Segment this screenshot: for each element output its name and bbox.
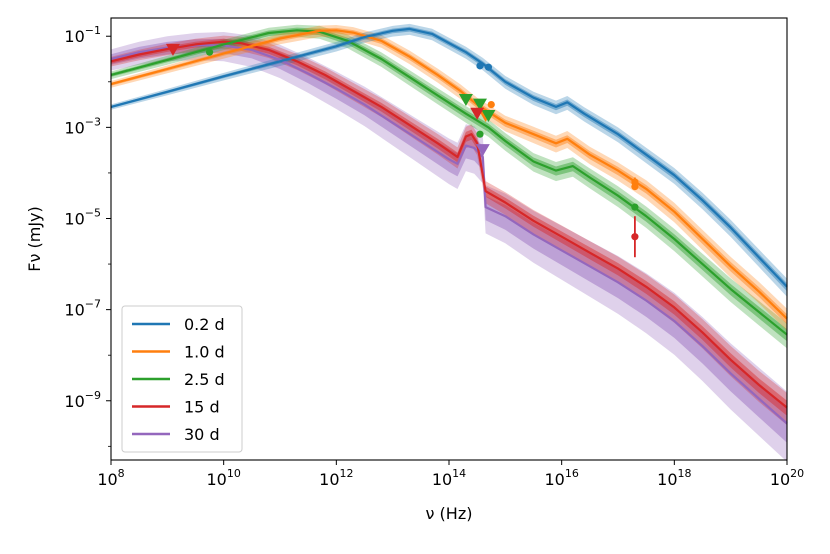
- series-line: [110, 27, 788, 288]
- x-tick-label: 1018: [657, 467, 691, 489]
- data-point: [476, 62, 484, 70]
- upper-limit-marker: [472, 98, 487, 111]
- x-tick-label: 108: [97, 467, 124, 489]
- upper-limit-marker: [165, 43, 180, 56]
- x-axis: 108 1010 1012 1014 1016 1018 1020: [97, 460, 804, 489]
- y-tick-label: 10−7: [64, 298, 101, 320]
- legend-frame: [121, 305, 243, 453]
- data-point: [631, 233, 639, 241]
- outer-band: [111, 25, 787, 331]
- upper-limit-marker: [458, 94, 473, 107]
- legend-label: 2.5 d: [184, 370, 225, 389]
- y-tick-label: 10−3: [64, 115, 101, 137]
- legend-label: 15 d: [184, 398, 220, 417]
- outer-band: [111, 23, 787, 297]
- data-point: [631, 203, 639, 211]
- upper-limit-marker: [481, 109, 496, 122]
- x-tick-label: 1016: [544, 467, 578, 489]
- data-point: [487, 100, 495, 109]
- y-tick-label: 10−9: [64, 389, 101, 411]
- x-tick-label: 1020: [770, 467, 804, 489]
- y-axis-label: Fν (mJy): [25, 206, 44, 271]
- y-tick-label: 10−5: [64, 206, 101, 228]
- data-point: [476, 130, 484, 138]
- markers-layer: [165, 43, 639, 258]
- legend-label: 1.0 d: [184, 343, 225, 362]
- x-axis-label: ν (Hz): [426, 504, 473, 523]
- upper-limit-marker: [475, 144, 490, 157]
- y-axis: 10−1 10−3 10−5 10−7 10−9: [64, 24, 111, 447]
- series-line: [110, 29, 788, 336]
- data-point: [631, 182, 639, 191]
- upper-limit-marker: [470, 107, 485, 120]
- x-tick-label: 1014: [432, 467, 466, 489]
- y-tick-label: 10−1: [64, 24, 101, 46]
- legend-label: 0.2 d: [184, 315, 225, 334]
- data-point: [484, 63, 493, 71]
- x-tick-label: 1010: [206, 467, 240, 489]
- legend: 0.2 d 1.0 d 2.5 d 15 d 30 d: [121, 305, 243, 453]
- data-point: [205, 48, 214, 56]
- legend-label: 30 d: [184, 425, 220, 444]
- x-tick-label: 1012: [319, 467, 353, 489]
- inner-band: [111, 27, 787, 342]
